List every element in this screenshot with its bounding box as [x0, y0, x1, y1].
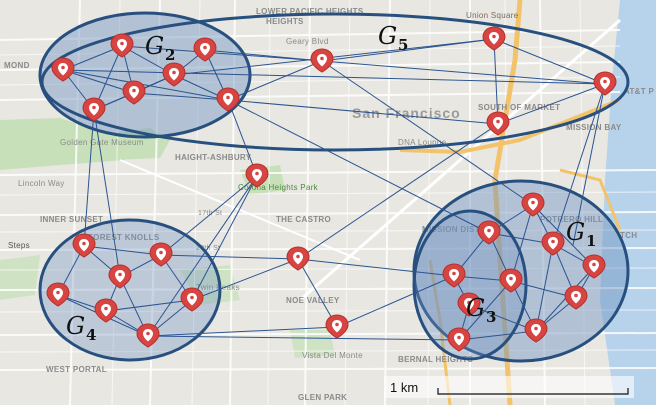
group-label-g3: G 3	[466, 294, 496, 326]
label-corona-heights: Corona Heights Park	[238, 183, 319, 192]
svg-text:2: 2	[165, 46, 175, 64]
label-west-portal: WEST PORTAL	[46, 365, 107, 374]
label-glen-park: GLEN PARK	[298, 393, 347, 402]
group-g5-region	[40, 12, 630, 152]
svg-text:1: 1	[586, 232, 596, 250]
label-twin-peaks: Twin Peaks	[196, 283, 240, 292]
label-lower-pacific-heights: LOWER PACIFIC HEIGHTS	[256, 7, 364, 16]
label-geary: Geary Blvd	[286, 37, 329, 46]
label-mission-bay: MISSION BAY	[566, 123, 622, 132]
svg-text:G: G	[145, 32, 164, 60]
label-forest-knolls: FOREST KNOLLS	[88, 233, 160, 242]
label-south-of-market: SOUTH OF MARKET	[478, 103, 560, 112]
label-dogpatch: TCH	[620, 231, 637, 240]
svg-text:4: 4	[86, 326, 96, 344]
label-san-francisco: San Francisco	[352, 105, 461, 121]
label-steps: Steps	[8, 241, 30, 250]
svg-text:G: G	[466, 294, 485, 322]
group-label-g4: G 4	[66, 312, 96, 344]
svg-text:5: 5	[398, 36, 408, 54]
label-noe-valley: NOE VALLEY	[286, 296, 340, 305]
label-17th-st: 17th St	[198, 210, 222, 217]
group-label-g5: G 5	[378, 22, 408, 54]
group-label-g2: G 2	[145, 32, 175, 64]
label-haight-ashbury: HAIGHT-ASHBURY	[175, 153, 252, 162]
label-potrero-hill: POTRERO HILL	[540, 215, 603, 224]
label-golden-gate-museum: Golden Gate Museum	[60, 138, 144, 147]
svg-text:G: G	[566, 218, 585, 246]
label-att-park: AT&T P	[624, 87, 654, 96]
label-heights: HEIGHTS	[266, 17, 304, 26]
label-the-castro: THE CASTRO	[276, 215, 331, 224]
label-vista-del-monte: Vista Del Monte	[302, 351, 363, 360]
svg-text:G: G	[378, 22, 397, 50]
label-union-square: Union Square	[466, 11, 519, 20]
label-mission-district: MISSION DISTRICT	[422, 225, 500, 234]
scale-bar-line	[437, 388, 629, 395]
scale-bar-label: 1 km	[390, 380, 418, 395]
label-dna-lounge: DNA Lounge	[398, 138, 447, 147]
label-mond: MOND	[4, 61, 30, 70]
label-bernal-heights: BERNAL HEIGHTS	[398, 355, 474, 364]
group-label-g1: G 1	[566, 218, 596, 250]
svg-text:G: G	[66, 312, 85, 340]
label-inner-sunset: INNER SUNSET	[40, 215, 103, 224]
label-lincoln-way: Lincoln Way	[18, 179, 65, 188]
svg-text:3: 3	[486, 308, 496, 326]
